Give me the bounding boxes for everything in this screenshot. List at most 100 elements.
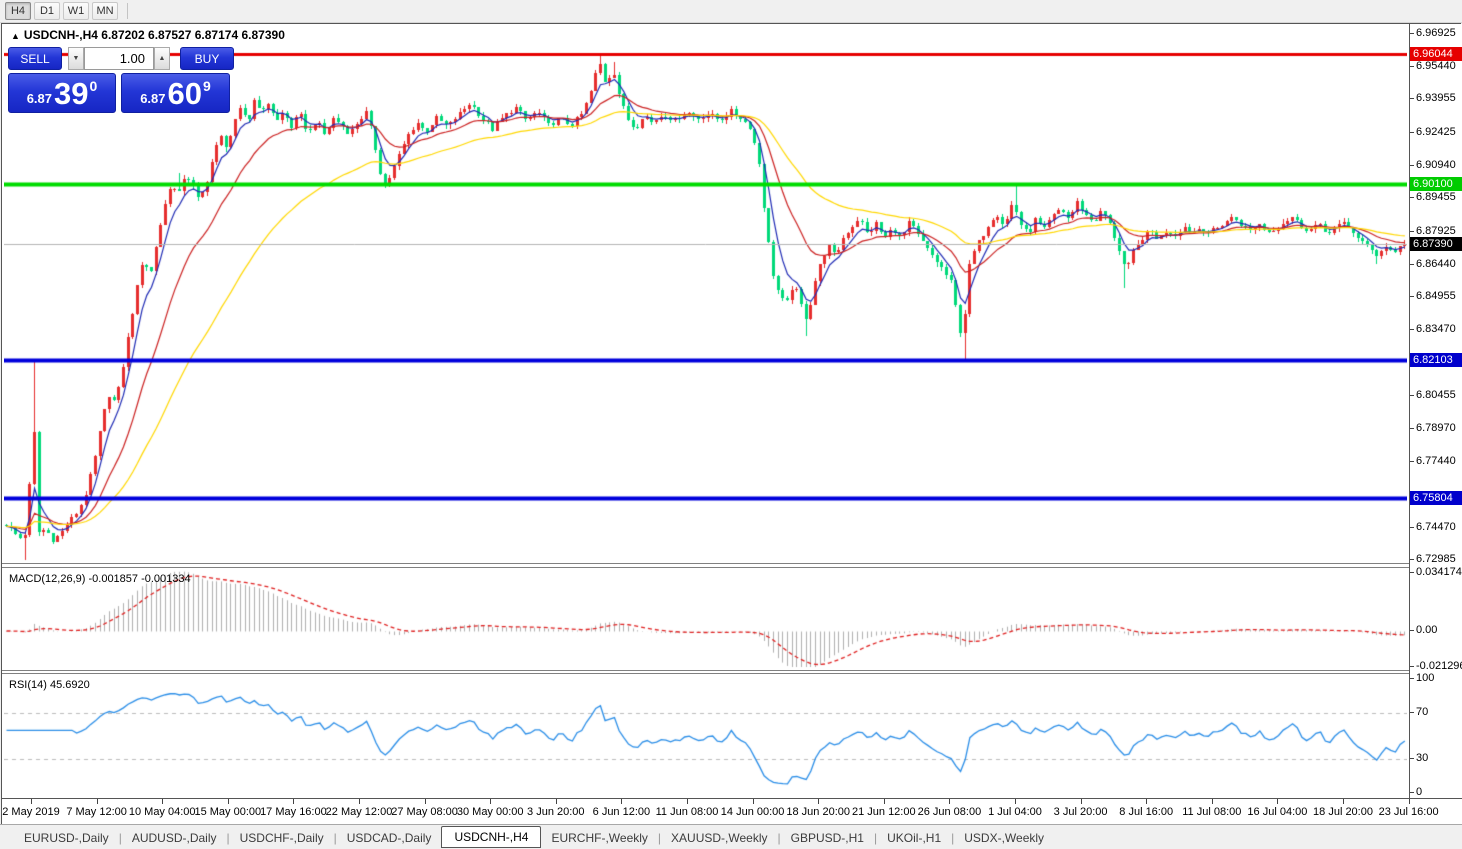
sell-price-button[interactable]: 6.87 39 0: [8, 73, 116, 113]
axis-border: [1409, 24, 1410, 798]
tab-eurchfweekly[interactable]: EURCHF-,Weekly: [551, 831, 648, 845]
collapse-arrow-icon: ▲: [11, 31, 20, 41]
chart-symbol: USDCNH-,H4: [23, 28, 98, 42]
rsi-label: RSI(14) 45.6920: [9, 679, 90, 691]
time-axis-label: 15 May 00:00: [194, 806, 262, 818]
rsi-indicator-canvas[interactable]: [4, 675, 1407, 797]
time-axis-label: 16 Jul 04:00: [1247, 806, 1308, 818]
tab-audusddaily[interactable]: AUDUSD-,Daily: [131, 831, 217, 845]
tab-separator: |: [226, 831, 230, 845]
panel-divider: [2, 673, 1409, 674]
rsi-axis-tick: 0: [1409, 786, 1423, 798]
tab-gbpusdh1[interactable]: GBPUSD-,H1: [790, 831, 864, 845]
tab-eurusddaily[interactable]: EURUSD-,Daily: [24, 831, 109, 845]
macd-indicator-canvas[interactable]: [4, 569, 1407, 669]
sell-price-big: 39: [54, 76, 89, 111]
time-axis-label: 11 Jun 08:00: [655, 806, 719, 818]
time-axis-label: 1 Jul 04:00: [988, 806, 1042, 818]
tab-ukoilh1[interactable]: UKOil-,H1: [887, 831, 942, 845]
chart-tab-bar: EURUSD-,Daily | AUDUSD-,Daily | USDCHF-,Dail…: [0, 824, 1462, 849]
sell-price-sup: 0: [89, 78, 98, 94]
time-axis-tick: [96, 799, 98, 804]
time-axis-tick: [293, 799, 295, 804]
tab-separator: |: [951, 831, 955, 845]
rsi-axis-tick: 30: [1409, 751, 1429, 764]
buy-price-button[interactable]: 6.87 60 9: [121, 73, 230, 113]
time-axis-tick: [1277, 799, 1279, 804]
time-axis-tick: [1015, 799, 1016, 804]
time-axis-label: 8 Jul 16:00: [1119, 806, 1174, 818]
price-axis-tick: 6.77440: [1410, 455, 1456, 468]
volume-increase-button[interactable]: ▲: [154, 47, 170, 70]
volume-input[interactable]: [84, 47, 154, 70]
tab-separator: |: [333, 831, 337, 845]
time-axis-label: 2 May 2019: [2, 806, 60, 818]
tab-separator: |: [657, 831, 662, 845]
price-chart-canvas[interactable]: [4, 26, 1407, 561]
ohlc-close: 6.87390: [241, 28, 285, 42]
time-axis-label: 26 Jun 08:00: [917, 806, 982, 818]
tab-xauusdweekly[interactable]: XAUUSD-,Weekly: [671, 831, 768, 845]
price-axis-tick: 6.92425: [1410, 126, 1456, 139]
sell-price-base: 6.87: [26, 91, 53, 106]
panel-divider: [2, 798, 1462, 799]
price-level-badge: 6.96044: [1410, 46, 1462, 61]
price-axis-tick: 6.90940: [1410, 158, 1456, 171]
price-axis-tick: 6.87925: [1410, 224, 1456, 237]
tab-separator: |: [777, 831, 781, 845]
time-axis-tick: [555, 799, 557, 804]
time-axis-tick: [687, 799, 688, 804]
time-axis-label: 21 Jun 12:00: [851, 806, 916, 818]
price-axis-tick: 6.84955: [1410, 290, 1456, 303]
time-axis-tick: [949, 799, 951, 804]
tab-usdcnhh4[interactable]: USDCNH-,H4: [441, 826, 542, 848]
macd-label: MACD(12,26,9) -0.001857 -0.001334: [9, 573, 191, 585]
timeframe-button-h4[interactable]: H4: [5, 2, 31, 20]
price-level-badge: 6.75804: [1410, 491, 1462, 506]
time-axis-label: 22 May 12:00: [325, 806, 393, 818]
time-axis-label: 14 Jun 00:00: [720, 806, 785, 818]
timeframe-button-d1[interactable]: D1: [34, 2, 60, 20]
tab-usdxweekly[interactable]: USDX-,Weekly: [964, 831, 1045, 845]
volume-decrease-button[interactable]: ▼: [68, 47, 84, 70]
panel-divider: [2, 670, 1409, 671]
time-axis-tick: [1408, 799, 1410, 804]
rsi-axis-tick: 100: [1409, 672, 1435, 684]
tab-usdchfdaily[interactable]: USDCHF-,Daily: [239, 831, 324, 845]
time-axis-tick: [883, 799, 885, 804]
price-level-badge: 6.82103: [1410, 352, 1462, 367]
time-axis-tick: [1211, 799, 1213, 804]
tab-usdcaddaily[interactable]: USDCAD-,Daily: [346, 831, 432, 845]
toolbar-separator: [127, 3, 128, 19]
macd-axis-tick: -0.021296: [1410, 660, 1462, 672]
macd-axis-tick: 0.034174: [1410, 566, 1462, 578]
price-axis-tick: 6.96925: [1410, 27, 1456, 40]
time-axis-label: 27 May 08:00: [391, 806, 458, 818]
price-level-badge: 6.90100: [1410, 177, 1462, 192]
timeframe-button-mn[interactable]: MN: [92, 2, 118, 20]
time-axis-label: 3 Jun 20:00: [527, 806, 585, 818]
time-axis[interactable]: 2 May 2019 7 May 12:00 10 May 04:00 15 May …: [2, 799, 1462, 825]
time-axis-tick: [1146, 799, 1148, 804]
sell-button[interactable]: SELL: [8, 47, 62, 70]
time-axis-tick: [1343, 799, 1344, 804]
price-axis-tick: 6.74470: [1410, 520, 1456, 533]
time-axis-label: 23 Jul 16:00: [1378, 806, 1439, 818]
time-axis-tick: [490, 799, 492, 804]
ohlc-high: 6.87527: [148, 28, 192, 42]
price-axis-tick: 6.78970: [1410, 421, 1456, 434]
time-axis-tick: [621, 799, 623, 804]
time-axis-label: 11 Jul 08:00: [1182, 806, 1242, 818]
buy-button[interactable]: BUY: [180, 47, 234, 70]
time-axis-tick: [31, 799, 32, 804]
time-axis-tick: [752, 799, 754, 804]
time-axis-tick: [359, 799, 360, 804]
time-axis-label: 7 May 12:00: [66, 806, 127, 818]
price-axis-tick: 6.72985: [1410, 553, 1456, 566]
timeframe-button-w1[interactable]: W1: [63, 2, 89, 20]
time-axis-label: 3 Jul 20:00: [1053, 806, 1108, 818]
time-axis-tick: [162, 799, 164, 804]
price-axis-tick: 6.83470: [1410, 322, 1456, 335]
price-axis: 6.96925 6.95440 6.93955 6.92425 6.90940 6.894…: [1409, 24, 1462, 798]
chart-title: ▲ USDCNH-,H4 6.87202 6.87527 6.87174 6.87…: [9, 28, 287, 42]
